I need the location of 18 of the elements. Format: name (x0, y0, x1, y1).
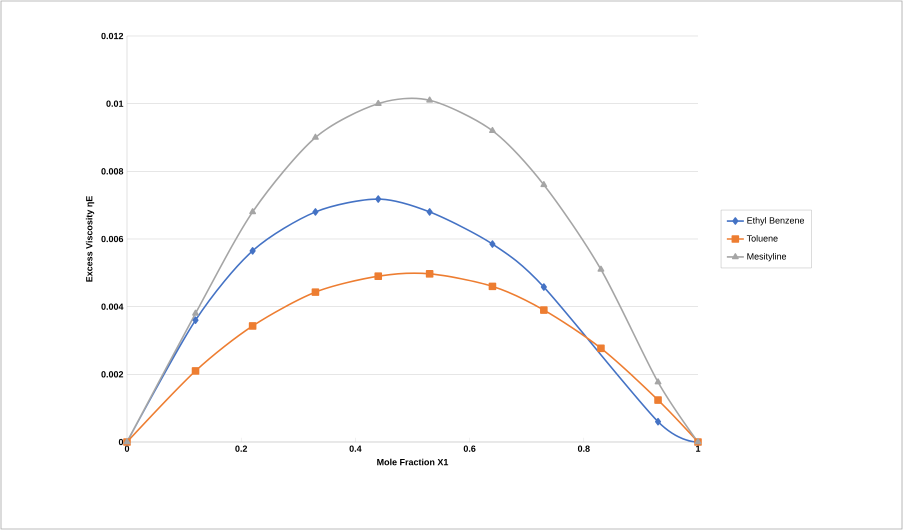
legend-label: Mesityline (747, 252, 786, 262)
x-tick-label: 0.4 (350, 446, 362, 452)
legend-label: Ethyl Benzene (747, 217, 804, 226)
y-tick-label: 0.01 (106, 100, 124, 107)
y-tick-label: 0.002 (101, 371, 124, 378)
x-tick-label: 0.2 (235, 446, 248, 452)
x-axis-title: Mole Fraction X1 (377, 458, 448, 466)
y-tick-label: 0 (118, 438, 124, 446)
x-tick-label: 0.6 (464, 446, 476, 452)
y-tick-label: 0.004 (101, 303, 124, 310)
legend-label: Toluene (746, 235, 778, 242)
x-tick-label: 0.8 (578, 446, 590, 452)
y-tick-label: 0.012 (101, 32, 124, 40)
y-tick-label: 0.008 (101, 168, 124, 175)
x-tick-label: 1 (696, 446, 700, 452)
y-tick-label: 0.006 (101, 236, 124, 242)
y-axis-title: Excess Viscosity ηE (86, 196, 94, 282)
x-tick-label: 0 (124, 446, 130, 452)
